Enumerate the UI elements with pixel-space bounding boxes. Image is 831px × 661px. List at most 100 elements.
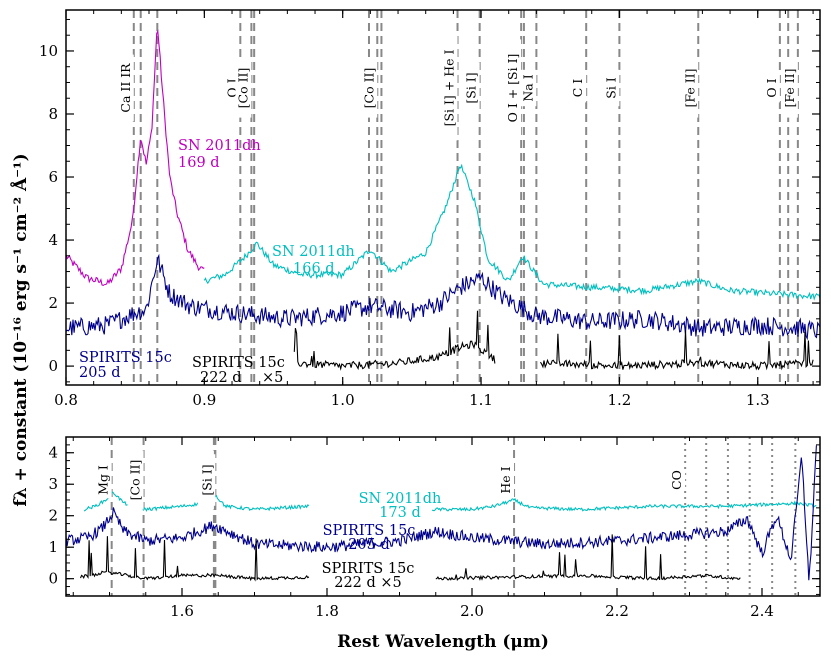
line-label: [Si I] — [464, 72, 479, 103]
series-1-segment-0 — [203, 163, 820, 301]
annotation-label: 169 d — [178, 155, 220, 171]
line-label-bg — [117, 54, 134, 122]
y-tick-label: 8 — [48, 105, 58, 123]
line-label-group-19: [Fe II] — [781, 58, 798, 118]
annotation-label: SPIRITS 15c — [192, 355, 285, 371]
line-label-group-0: Mg I — [95, 461, 112, 499]
x-tick-label: 1.2 — [607, 391, 631, 409]
line-label-bg — [570, 73, 587, 103]
line-label-bg — [361, 58, 378, 118]
line-label-bg — [441, 35, 458, 141]
annotation-label: SPIRITS 15c — [323, 523, 416, 539]
line-label: [Co II] — [361, 68, 376, 109]
line-label-group-13: Na I — [520, 69, 537, 107]
line-label: [Fe II] — [782, 69, 797, 108]
line-label-bg — [95, 461, 112, 499]
annotation-label: 166 d — [293, 261, 335, 277]
line-label-bg — [603, 69, 620, 107]
annotation-label: 173 d — [379, 505, 421, 521]
x-tick-label: 1.0 — [331, 391, 355, 409]
annotation-label: 205 d — [348, 537, 390, 553]
y-axis-label: fλ + constant (10⁻¹⁶ erg s⁻¹ cm⁻² Å⁻¹) — [9, 153, 31, 506]
line-label: CO — [669, 470, 684, 490]
line-label-group-9: [Si I] + He I — [441, 35, 458, 141]
line-label-bg — [682, 58, 699, 118]
line-label-group-11: O I + [Si I] — [505, 39, 522, 137]
series-3-segment-0 — [293, 310, 496, 371]
line-label-group-4: He I — [498, 461, 515, 499]
line-label: [Co II] — [128, 460, 143, 501]
y-tick-label: 4 — [48, 444, 58, 462]
line-label-bg — [505, 39, 522, 137]
line-label-group-14: C I — [570, 73, 587, 103]
line-label-group-10: [Si I] — [463, 62, 480, 114]
plot-area — [66, 437, 817, 596]
line-label-group-0: Ca II IR — [117, 54, 134, 122]
x-axis-label: Rest Wavelength (μm) — [337, 632, 549, 652]
y-tick-label: 4 — [48, 231, 58, 249]
x-tick-label: 1.6 — [170, 602, 194, 620]
y-tick-label: 2 — [48, 507, 58, 525]
series-1-segment-0 — [66, 445, 817, 581]
y-tick-label: 2 — [48, 294, 58, 312]
line-label: C I — [570, 79, 585, 98]
line-label: Na I — [520, 74, 535, 101]
line-label: [Fe II] — [682, 69, 697, 108]
line-label-group-5: CO — [669, 469, 686, 491]
x-tick-label: 2.4 — [750, 602, 774, 620]
x-tick-label: 1.8 — [315, 602, 339, 620]
series-2-segment-0 — [66, 253, 820, 341]
line-label-bg — [498, 461, 515, 499]
top-panel: 0.8 0.9 1.0 1.1 1.2 1.3 0 2 4 6 8 10 Ca II IR O I [Co … — [39, 9, 821, 409]
x-tick-label: 0.9 — [192, 391, 216, 409]
annotation-label: 222 d — [200, 370, 242, 386]
y-tick-label: 3 — [48, 475, 58, 493]
series-0-segment-0 — [83, 491, 310, 512]
line-label-bg — [199, 454, 216, 506]
x-tick-label: 2.0 — [460, 602, 484, 620]
line-label-bg — [763, 73, 780, 103]
y-tick-label: 0 — [48, 357, 58, 375]
line-label: Ca II IR — [118, 63, 133, 113]
series-2-segment-0 — [79, 536, 310, 582]
series-0-segment-1 — [431, 497, 817, 512]
line-label: Si I — [603, 77, 618, 99]
y-tick-label: 1 — [48, 538, 58, 556]
annotation-label: 222 d ×5 — [334, 575, 402, 591]
plot-area — [66, 10, 820, 385]
series-2-segment-1 — [435, 534, 741, 581]
line-label-group-7: [Co II] — [361, 58, 378, 118]
line-label-group-1: [Co II] — [127, 450, 144, 510]
line-label: O I — [764, 78, 779, 97]
annotation-label: SN 2011dh — [178, 138, 261, 154]
y-tick-label: 10 — [39, 42, 58, 60]
line-label: [Si I] — [199, 464, 214, 495]
line-label-bg — [127, 450, 144, 510]
line-label-bg — [669, 469, 686, 491]
line-label-group-3: [Si I] — [199, 454, 216, 506]
x-tick-label: 1.3 — [746, 391, 770, 409]
y-tick-label: 0 — [48, 570, 58, 588]
line-label-bg — [235, 58, 252, 118]
line-label-group-15: Si I — [603, 69, 620, 107]
line-label: Mg I — [96, 465, 111, 495]
line-label: He I — [498, 466, 513, 493]
annotation-label: SPIRITS 15c — [322, 561, 415, 577]
x-tick-label: 2.2 — [605, 602, 629, 620]
line-label-group-17: O I — [763, 73, 780, 103]
line-label-group-16: [Fe II] — [682, 58, 699, 118]
annotation-label: 205 d — [79, 365, 121, 381]
annotation-label: ×5 — [262, 370, 283, 386]
line-label-group-4: [Co II] — [235, 58, 252, 118]
x-tick-label: 0.8 — [54, 391, 78, 409]
line-label-bg — [520, 69, 537, 107]
x-tick-label: 1.1 — [469, 391, 493, 409]
annotation-label: SN 2011dh — [272, 244, 355, 260]
axes-frame — [65, 436, 821, 597]
series-3-segment-1 — [540, 330, 814, 371]
line-label: [Co II] — [235, 68, 250, 109]
line-label-bg — [463, 62, 480, 114]
annotation-label: SPIRITS 15c — [79, 350, 172, 366]
